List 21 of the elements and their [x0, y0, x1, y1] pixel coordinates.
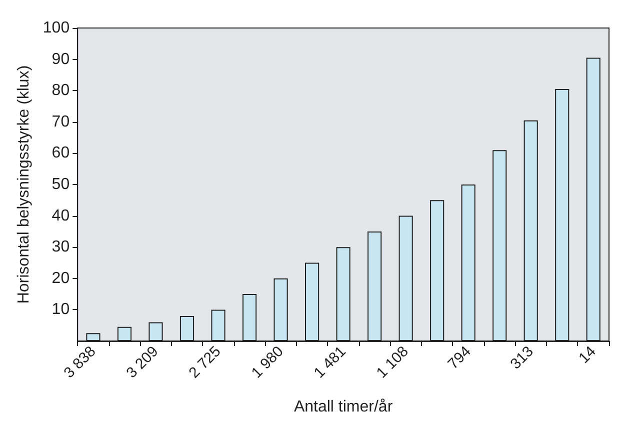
y-tick-label: 80: [52, 82, 70, 100]
x-tick-label: 1 481: [310, 342, 350, 382]
y-tick-label: 40: [52, 207, 70, 224]
x-tick-label: 3 209: [123, 342, 162, 382]
x-tick-label: 1 108: [373, 342, 412, 382]
y-tick-label: 30: [52, 238, 70, 256]
x-tick-label: 1 980: [248, 342, 287, 382]
y-tick-label: 90: [52, 50, 70, 68]
y-tick-label: 70: [52, 113, 70, 130]
x-tick-label: 313: [507, 342, 537, 373]
y-tick-label: 100: [42, 20, 70, 36]
x-tick-label: 14: [576, 342, 600, 367]
y-tick-label: 10: [52, 301, 70, 318]
x-tick-label: 3 838: [60, 342, 100, 382]
y-tick-label: 50: [52, 176, 70, 193]
x-axis-title: Antall timer/år: [294, 398, 394, 416]
y-tick-label: 60: [52, 144, 70, 162]
y-axis-title: Horisontal belysningsstyrke (klux): [16, 65, 32, 304]
y-tick-label: 20: [52, 270, 70, 287]
x-tick-label: 2 725: [186, 342, 224, 382]
x-tick-label: 794: [444, 342, 474, 373]
